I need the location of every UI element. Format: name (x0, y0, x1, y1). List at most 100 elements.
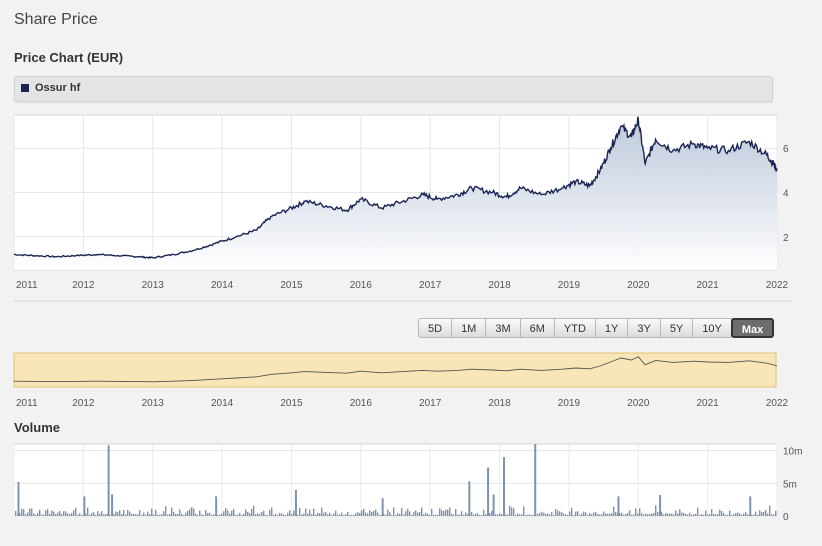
volume-bar (211, 514, 213, 516)
volume-bar (79, 513, 81, 516)
range-button-5d[interactable]: 5D (418, 318, 453, 338)
volume-bar (221, 513, 223, 516)
volume-bar (421, 507, 423, 516)
volume-bar (615, 511, 617, 516)
price-line[interactable] (14, 116, 778, 260)
volume-bar (257, 513, 259, 516)
volume-spike-bar (111, 494, 114, 516)
volume-bar (297, 514, 299, 516)
volume-bar (417, 512, 419, 516)
volume-bar (355, 513, 357, 516)
volume-bar (389, 512, 391, 516)
volume-bar (255, 514, 257, 516)
volume-bar (45, 510, 47, 516)
volume-bar (57, 512, 59, 516)
volume-bar (595, 511, 597, 516)
price-area-fill (14, 116, 777, 270)
range-button-5y[interactable]: 5Y (659, 318, 694, 338)
volume-bar (451, 513, 453, 516)
volume-bar (475, 513, 477, 516)
volume-bar (491, 510, 493, 516)
volume-bar (319, 513, 321, 516)
volume-bar (695, 513, 697, 516)
volume-bar (397, 513, 399, 516)
range-button-max[interactable]: Max (730, 318, 775, 338)
volume-bar (391, 514, 393, 516)
volume-bar (427, 513, 429, 516)
volume-bar (263, 510, 265, 516)
volume-bar (675, 510, 677, 516)
volume-bar (91, 513, 93, 516)
range-button-ytd[interactable]: YTD (553, 318, 596, 338)
volume-bar (213, 514, 215, 516)
volume-bar (447, 509, 449, 516)
volume-bar (773, 514, 775, 516)
volume-bar (283, 514, 285, 516)
volume-bar (269, 510, 271, 516)
volume-bar (755, 511, 757, 516)
navigator-x-tick-label: 2018 (488, 398, 511, 409)
volume-bar (433, 514, 435, 516)
volume-bar (329, 512, 331, 516)
navigator-x-tick-label: 2011 (16, 398, 38, 409)
volume-bar (499, 513, 501, 516)
volume-bar (183, 514, 185, 516)
volume-bar (163, 511, 165, 516)
volume-bar (643, 514, 645, 516)
volume-bar (669, 513, 671, 516)
volume-bar (461, 511, 463, 516)
volume-bar (501, 513, 503, 516)
volume-bar (315, 514, 317, 516)
volume-bar (415, 510, 417, 516)
volume-bar (177, 514, 179, 516)
volume-bar (245, 509, 247, 516)
volume-bar (21, 508, 23, 516)
price-x-tick-label: 2012 (72, 280, 95, 291)
volume-bar (201, 514, 203, 516)
volume-bar (481, 515, 483, 516)
price-x-tick-label: 2013 (142, 280, 165, 291)
volume-bar (217, 514, 219, 516)
range-button-6m[interactable]: 6M (519, 318, 555, 338)
volume-bar (363, 508, 365, 516)
range-button-1m[interactable]: 1M (451, 318, 487, 338)
volume-bar (445, 509, 447, 516)
volume-bar (647, 514, 649, 516)
volume-bar (139, 510, 141, 516)
volume-bar (127, 509, 129, 516)
volume-bar (465, 512, 467, 516)
volume-bar (327, 514, 329, 516)
volume-bar (449, 507, 451, 516)
volume-bar (673, 514, 675, 516)
price-x-tick-label: 2017 (419, 280, 442, 291)
volume-bar (285, 514, 287, 516)
volume-bar (271, 507, 273, 516)
volume-bar (533, 515, 535, 516)
volume-bar (325, 511, 327, 516)
volume-spike-bar (492, 494, 495, 516)
range-button-10y[interactable]: 10Y (692, 318, 732, 338)
volume-bar (353, 514, 355, 516)
range-button-3y[interactable]: 3Y (627, 318, 661, 338)
volume-bar (751, 514, 753, 516)
volume-bar (243, 513, 245, 516)
volume-bar (435, 514, 437, 516)
volume-bar (171, 507, 173, 516)
volume-y-tick-label: 0 (783, 512, 789, 523)
volume-spike-bar (83, 496, 86, 516)
volume-bar (525, 515, 527, 516)
volume-bar (205, 509, 207, 516)
volume-spike-bar (17, 481, 20, 516)
legend-label-ossur[interactable]: Ossur hf (35, 82, 81, 94)
volume-bar (41, 514, 43, 516)
volume-bar (289, 510, 291, 516)
volume-bar (71, 512, 73, 516)
volume-bar (457, 514, 459, 516)
range-button-1y[interactable]: 1Y (594, 318, 629, 338)
navigator-x-tick-label: 2017 (419, 398, 442, 409)
volume-bar (713, 513, 715, 516)
volume-bar (133, 514, 135, 516)
volume-bar (537, 513, 539, 516)
range-button-3m[interactable]: 3M (485, 318, 521, 338)
volume-bar (323, 512, 325, 516)
